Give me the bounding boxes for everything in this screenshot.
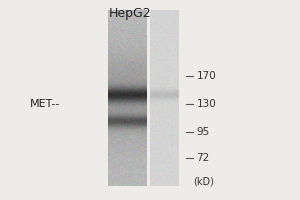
Text: 95: 95 bbox=[196, 127, 210, 137]
Text: 72: 72 bbox=[196, 153, 210, 163]
Text: (kD): (kD) bbox=[194, 177, 214, 187]
Text: 130: 130 bbox=[196, 99, 216, 109]
Text: MET--: MET-- bbox=[30, 99, 60, 109]
Text: HepG2: HepG2 bbox=[109, 7, 152, 21]
Text: 170: 170 bbox=[196, 71, 216, 81]
